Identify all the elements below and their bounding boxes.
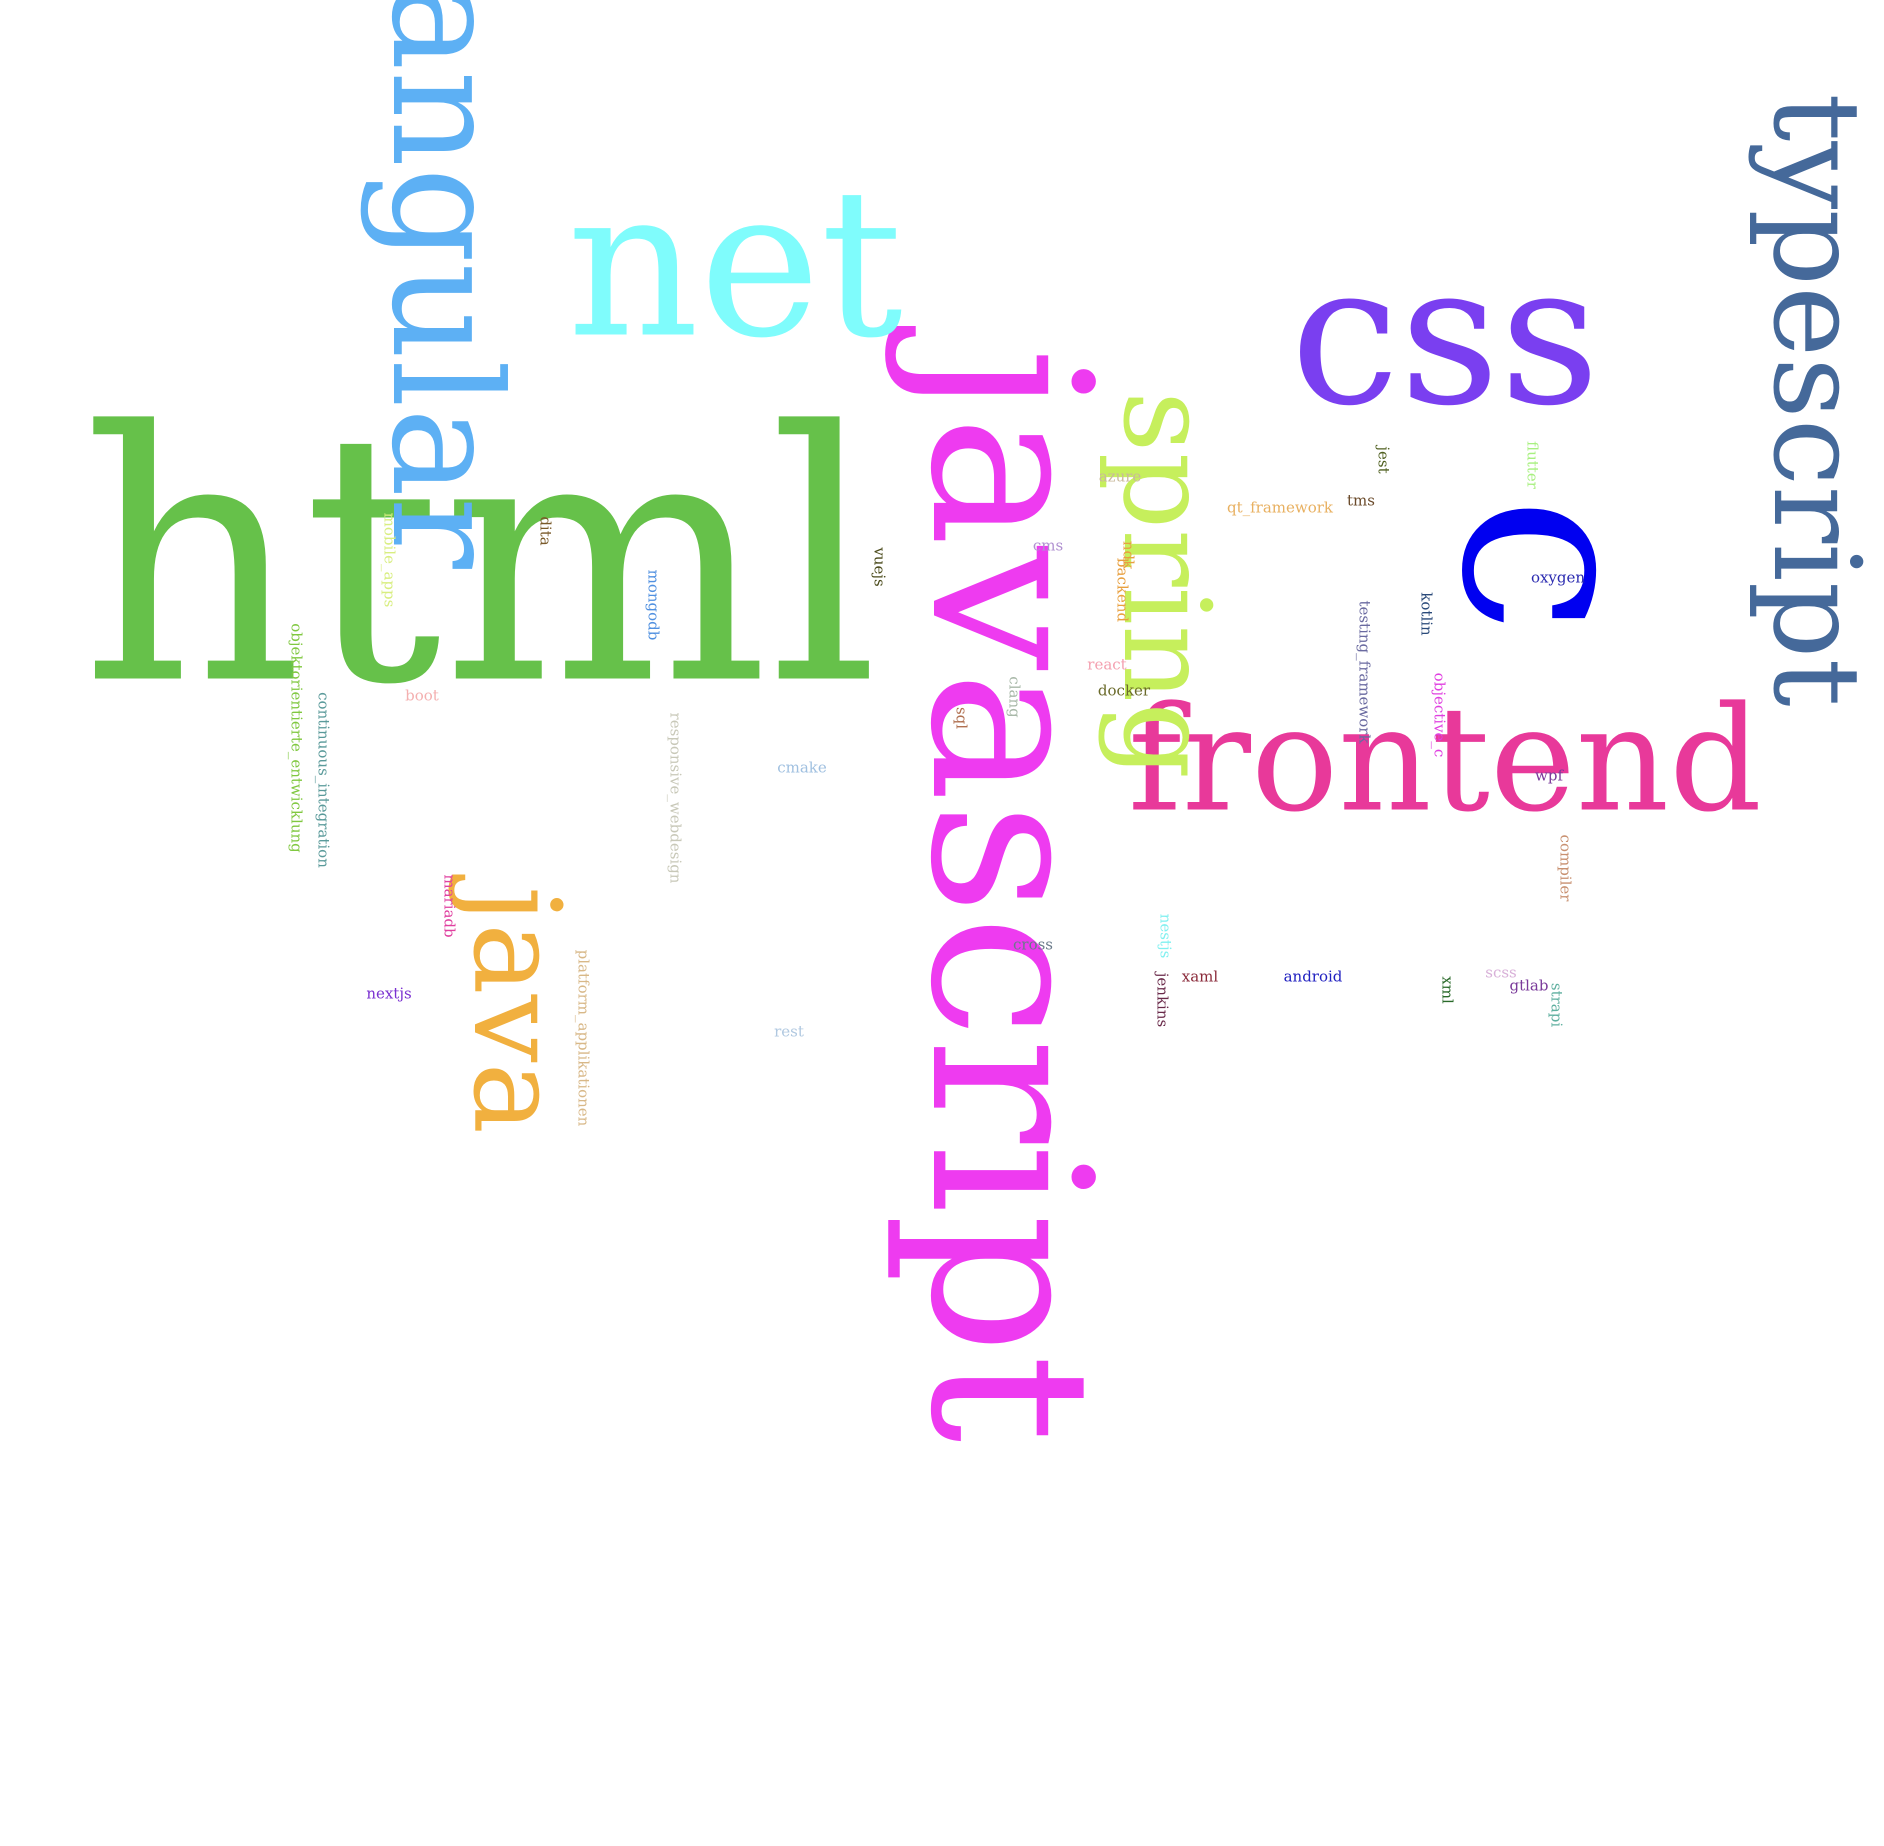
word-wpf: wpf <box>1535 766 1563 785</box>
word-clang: clang <box>1005 676 1024 718</box>
word-strapi: strapi <box>1547 982 1566 1028</box>
word-java: java <box>446 885 585 1135</box>
word-backend: backend <box>1113 557 1132 623</box>
word-gtlab: gtlab <box>1509 976 1549 995</box>
word-docker: docker <box>1097 681 1151 700</box>
word-nextjs: nextjs <box>366 984 412 1003</box>
word-dita: dita <box>536 516 555 546</box>
word-compiler: compiler <box>1556 834 1575 902</box>
word-typescript: typescript <box>1746 93 1884 707</box>
word-css: css <box>1290 221 1600 449</box>
word-rest: rest <box>774 1022 804 1041</box>
word-tms: tms <box>1347 491 1375 510</box>
word-mariadb: mariadb <box>440 874 459 938</box>
word-react: react <box>1087 655 1127 674</box>
word-javascript: javascript <box>882 347 1138 1443</box>
word-boot: boot <box>405 686 439 705</box>
word-kotlin: kotlin <box>1417 592 1436 636</box>
word-objective-c: objective_c <box>1430 672 1449 758</box>
word-qt-framework: qt_framework <box>1226 498 1334 517</box>
word-frontend: frontend <box>1128 675 1762 845</box>
word-objektorientierte-entwicklung: objektorientierte_entwicklung <box>287 623 306 853</box>
word-cross: cross <box>1013 935 1053 954</box>
word-angular: angular <box>358 0 532 569</box>
word-xml: xml <box>1438 976 1457 1004</box>
word-cmake: cmake <box>777 758 827 777</box>
word-sql: sql <box>952 706 971 730</box>
word-c: c <box>1407 496 1693 634</box>
word-net: net <box>567 145 903 384</box>
word-jenkins: jenkins <box>1153 972 1172 1028</box>
word-android: android <box>1283 967 1343 986</box>
word-jest: jest <box>1374 446 1393 474</box>
word-flutter: flutter <box>1523 441 1542 489</box>
word-nestjs: nestjs <box>1156 913 1175 959</box>
word-responsive-webdesign: responsive_webdesign <box>666 712 685 884</box>
word-azure: azure <box>1098 467 1142 486</box>
word-continuous-integration: continuous_integration <box>314 692 333 868</box>
word-xaml: xaml <box>1181 967 1219 986</box>
word-cms: cms <box>1032 536 1064 555</box>
word-scss: scss <box>1485 963 1517 982</box>
word-html: html <box>80 359 880 761</box>
word-vuejs: vuejs <box>870 547 889 587</box>
word-mobile-apps: mobile_apps <box>380 512 399 608</box>
word-platform-applikationen: platform_applikationen <box>574 949 593 1127</box>
word-oxygen: oxygen <box>1530 568 1586 587</box>
word-mongodb: mongodb <box>644 569 663 641</box>
word-testing-framework: testing_framework <box>1355 600 1374 744</box>
